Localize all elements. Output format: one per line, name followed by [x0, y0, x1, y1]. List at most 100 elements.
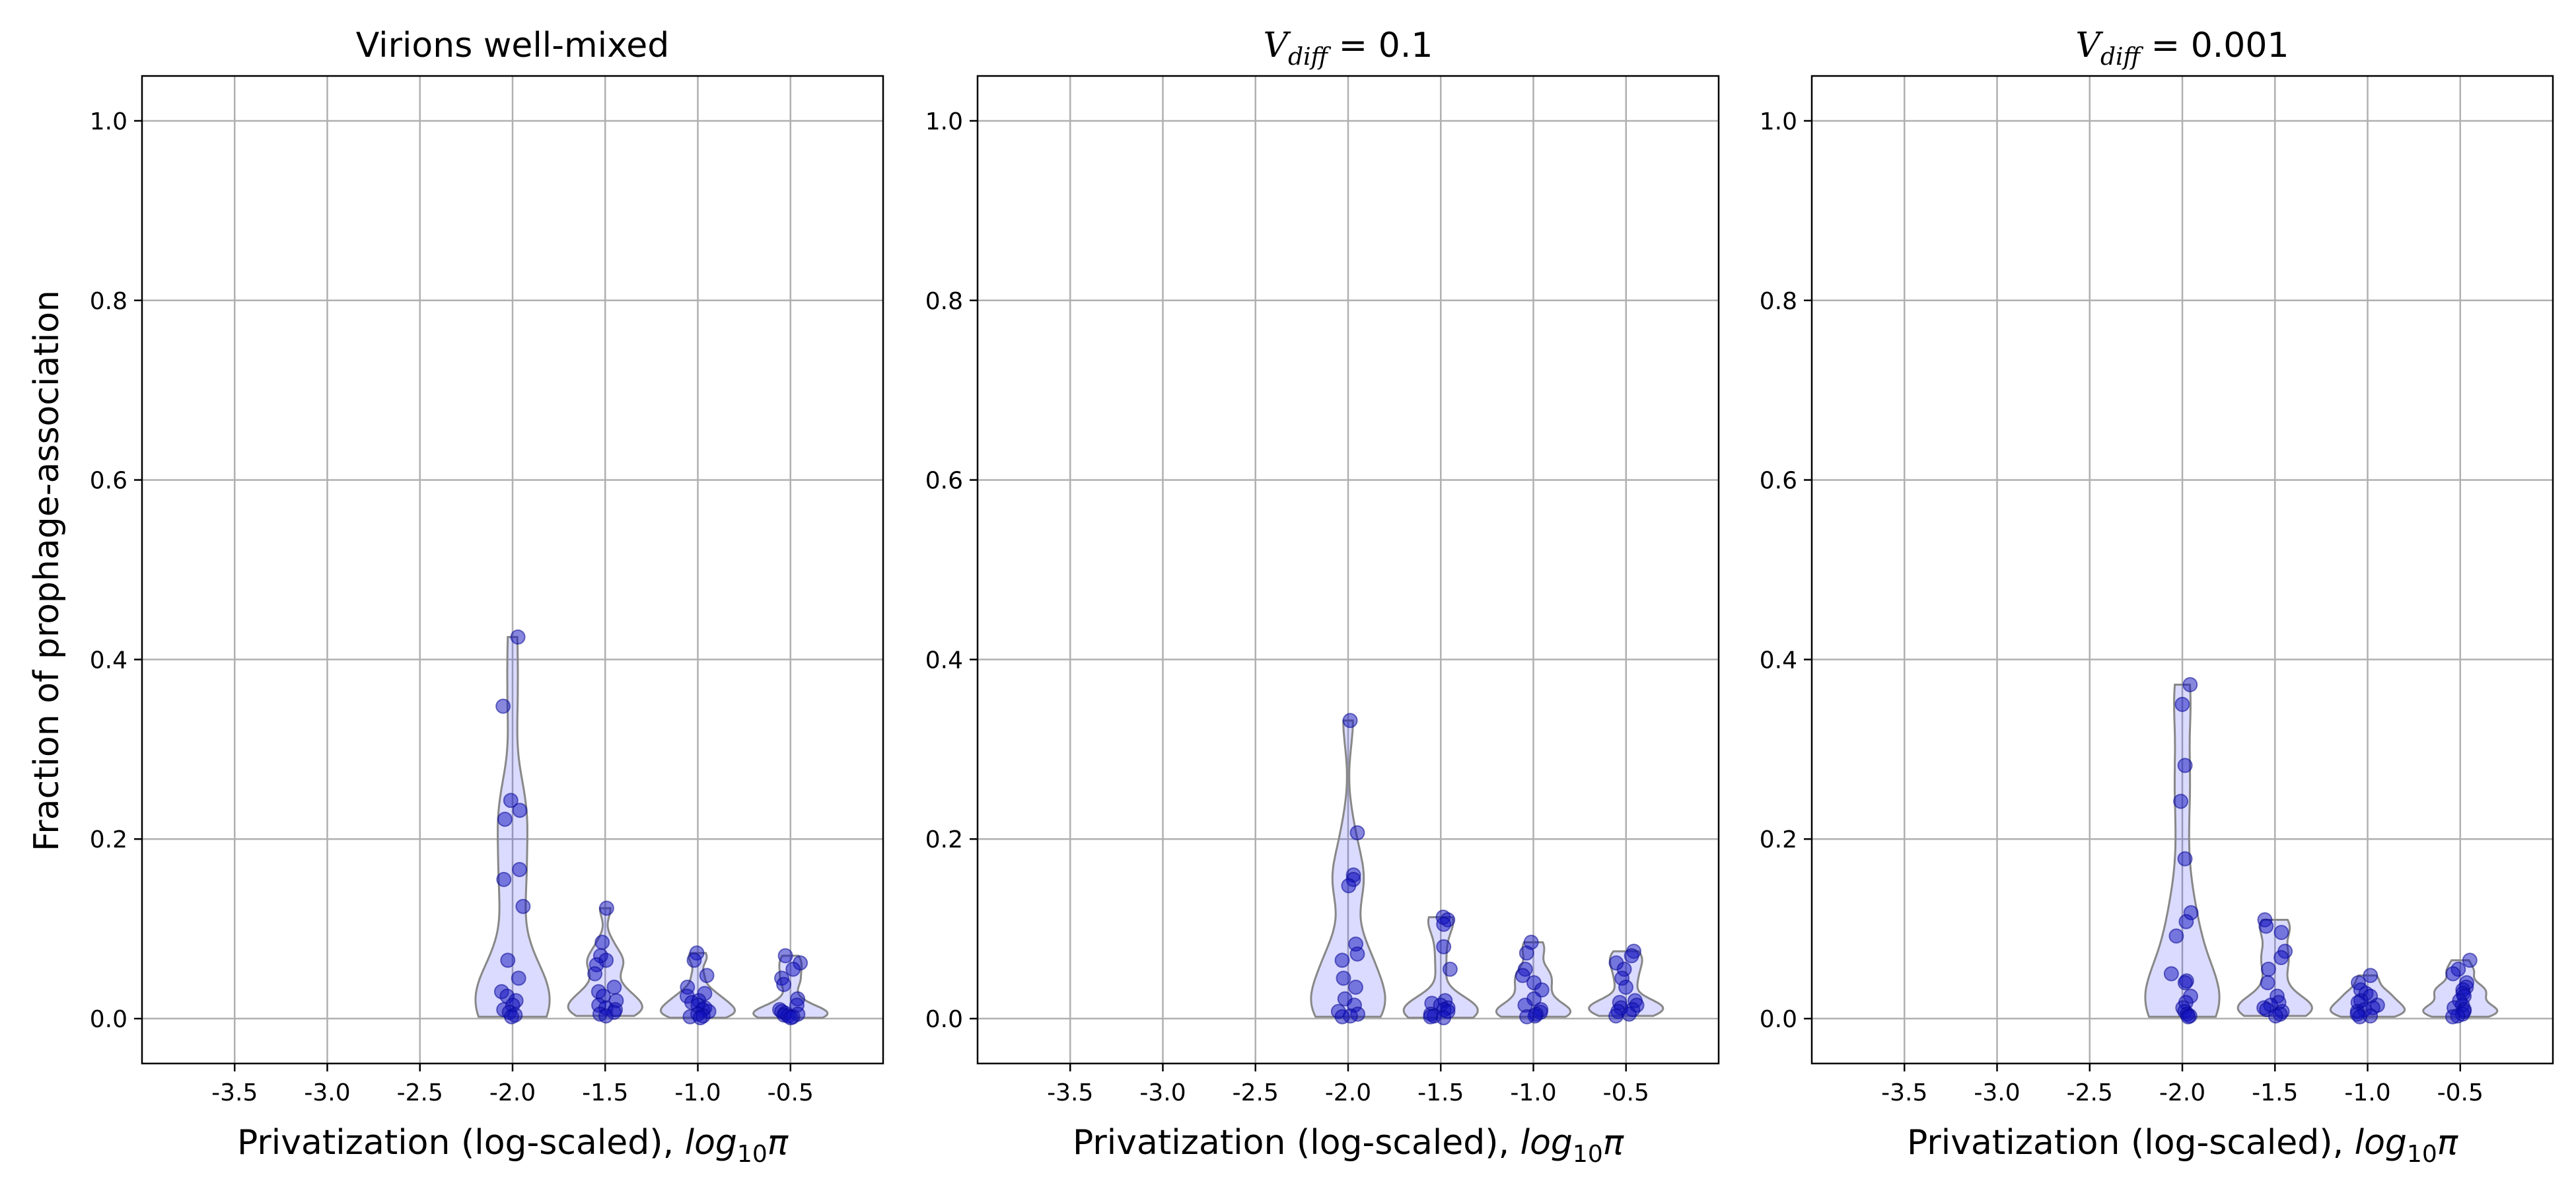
- y-tick-label: 0.0: [1760, 1006, 1797, 1033]
- y-tick-label: 0.2: [90, 826, 127, 853]
- data-point: [2260, 975, 2275, 991]
- data-point: [2177, 975, 2193, 991]
- data-point: [495, 698, 511, 714]
- y-tick-label: 0.6: [90, 468, 127, 495]
- title-var: V: [2075, 26, 2103, 65]
- title-var: V: [1264, 26, 1291, 65]
- x-axis-label-subscript: 10: [2407, 1141, 2437, 1168]
- data-point: [2273, 925, 2289, 941]
- x-axis-label-subscript: 10: [737, 1141, 768, 1168]
- data-point: [1341, 878, 1357, 894]
- data-point: [2182, 677, 2198, 692]
- data-point: [2174, 696, 2190, 712]
- data-point: [500, 953, 516, 968]
- x-tick-label: -1.5: [2252, 1079, 2298, 1106]
- x-tick-label: -1.0: [2344, 1079, 2390, 1106]
- x-axis-label: Privatization (log-scaled), log10π: [1073, 1123, 1624, 1168]
- data-point: [2260, 961, 2276, 977]
- data-point: [1519, 945, 1534, 961]
- data-point: [598, 1008, 614, 1024]
- data-point: [2462, 953, 2478, 968]
- x-axis-label: Privatization (log-scaled), log10π: [1907, 1123, 2458, 1168]
- data-point: [785, 961, 801, 977]
- x-tick-label: -1.5: [1417, 1079, 1464, 1106]
- data-point: [1436, 939, 1452, 955]
- data-point: [1342, 713, 1358, 729]
- data-point: [1334, 1009, 1350, 1025]
- data-point: [2178, 914, 2194, 929]
- y-tick-label: 0.4: [925, 647, 963, 674]
- x-tick-label: -2.5: [2067, 1079, 2113, 1106]
- data-point: [515, 898, 531, 914]
- data-point: [2445, 1009, 2460, 1025]
- x-axis-label-text: Privatization (log-scaled),: [237, 1123, 685, 1163]
- y-tick-label: 0.8: [90, 288, 127, 315]
- y-tick-label: 0.0: [925, 1006, 963, 1033]
- data-point: [777, 948, 793, 964]
- data-point: [2177, 851, 2193, 867]
- data-point: [587, 966, 603, 982]
- chart-panel-1: -3.5 -3.0 -2.5 -2.0 -1.5 -1.0 -0.5 0.0 0.2 0.4 0.6…: [90, 26, 884, 1168]
- data-point: [497, 811, 513, 827]
- y-tick-label: 0.0: [90, 1006, 127, 1033]
- data-point: [2258, 918, 2274, 934]
- data-point: [2273, 950, 2289, 966]
- data-point: [2163, 966, 2179, 982]
- title-value: = 0.001: [2140, 26, 2289, 65]
- data-point: [1519, 1009, 1535, 1025]
- x-axis-label-symbol: π: [768, 1123, 789, 1163]
- data-point: [503, 793, 519, 809]
- x-axis-label: Privatization (log-scaled), log10π: [237, 1123, 789, 1168]
- x-axis-label-log: log: [1521, 1123, 1573, 1163]
- panel-title: Vdiff = 0.1: [1264, 26, 1433, 71]
- violin-body: [1402, 916, 1479, 1019]
- y-tick-label: 1.0: [1760, 108, 1797, 135]
- chart-panel-3: -3.5 -3.0 -2.5 -2.0 -1.5 -1.0 -0.5 0.0 0.2 0.4 0.6…: [1760, 26, 2554, 1168]
- x-tick-label: -1.0: [674, 1079, 721, 1106]
- y-tick-label: 1.0: [925, 108, 963, 135]
- chart-panel-2: -3.5 -3.0 -2.5 -2.0 -1.5 -1.0 -0.5 0.0 0.2 0.4 0.6…: [925, 26, 1720, 1168]
- data-point: [511, 970, 526, 986]
- data-point: [692, 1010, 708, 1026]
- violin-body: [2144, 684, 2221, 1018]
- data-point: [1349, 946, 1365, 962]
- data-point: [510, 629, 526, 645]
- x-tick-label: -3.5: [1047, 1079, 1093, 1106]
- data-point: [512, 803, 528, 818]
- y-axis-label: Fraction of prophage-association: [27, 290, 67, 851]
- data-point: [783, 1010, 799, 1026]
- y-tick-label: 0.4: [90, 647, 127, 674]
- data-point: [1423, 1009, 1439, 1025]
- data-point: [594, 935, 610, 950]
- x-axis-label-log: log: [2355, 1123, 2407, 1163]
- x-tick-label: -2.0: [2159, 1079, 2205, 1106]
- data-point: [2168, 928, 2184, 944]
- x-tick-label: -1.5: [582, 1079, 628, 1106]
- x-tick-label: -3.5: [1881, 1079, 1927, 1106]
- x-axis-label-text: Privatization (log-scaled),: [1073, 1123, 1521, 1163]
- data-point: [699, 968, 715, 984]
- data-point: [598, 900, 614, 916]
- data-point: [1436, 916, 1452, 932]
- y-tick-label: 0.2: [1760, 826, 1797, 853]
- x-axis-label-subscript: 10: [1573, 1141, 1603, 1168]
- data-point: [686, 953, 702, 968]
- data-point: [1608, 1008, 1624, 1024]
- data-point: [1436, 1010, 1452, 1026]
- title-subscript: diff: [2100, 44, 2144, 71]
- violin-body: [474, 635, 551, 1018]
- x-tick-label: -3.0: [1974, 1079, 2020, 1106]
- data-point: [1349, 825, 1365, 841]
- x-tick-label: -0.5: [1603, 1079, 1649, 1106]
- data-point: [2363, 968, 2379, 984]
- x-tick-label: -2.5: [1233, 1079, 1279, 1106]
- data-point: [1336, 970, 1351, 986]
- data-point: [2445, 966, 2461, 982]
- x-tick-label: -3.5: [211, 1079, 258, 1106]
- data-point: [496, 871, 512, 887]
- x-axis-label-text: Privatization (log-scaled),: [1907, 1123, 2355, 1163]
- y-tick-label: 0.4: [1760, 647, 1797, 674]
- data-point: [2352, 1009, 2368, 1025]
- panel-title: Virions well-mixed: [356, 26, 670, 65]
- x-tick-label: -2.0: [489, 1079, 536, 1106]
